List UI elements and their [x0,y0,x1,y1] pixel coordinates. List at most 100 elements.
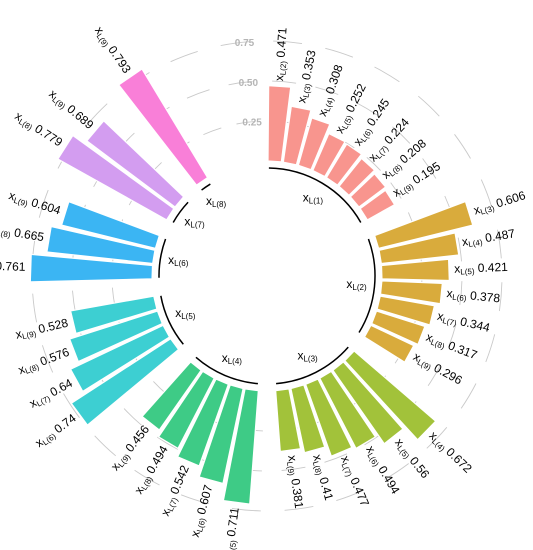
bar-label: xL(8) 0.665 [0,222,45,246]
grid-circle-1 [281,466,306,471]
grid-circle-2 [134,469,160,486]
grid-circle-0 [366,157,381,171]
grid-circle-1 [459,281,463,306]
bar-label: xL(4) 0.672 [426,429,475,477]
bar-L(1)-L(6) [325,143,363,186]
bar-label: xL(3) 0.353 [294,49,319,105]
grid-circle-1 [123,408,142,426]
bar-label: xL(7) 0.64 [27,376,76,412]
bar-label: xL(6) 0.74 [33,411,80,451]
group-arc-L(7) [172,201,189,223]
grid-circle-0 [203,127,222,136]
bar-label: xL(8) 0.41 [309,453,336,503]
bar-label: xL(3) 0.606 [472,188,528,218]
grid-circle-2 [336,489,364,502]
bar-L(4)-L(7) [176,378,230,467]
group-label-L(6): xL(6) [168,253,189,268]
group-arc-L(4) [195,356,258,385]
grid-circle-2 [384,463,409,480]
bar-L(5)-L(9) [69,295,158,335]
group-label-L(3): xL(3) [297,349,318,364]
grid-circle-2 [41,345,54,373]
group-arc-L(5) [160,295,184,345]
grid-circle-1 [457,237,462,262]
bar-label: xL(7) 0.542 [158,463,193,518]
bar-label: xL(6) 0.607 [188,483,217,539]
grid-circle-1 [315,86,339,95]
bar-L(2)-L(4) [378,232,460,265]
bar-L(1)-L(8) [349,172,387,208]
bar-L(5)-L(6) [70,337,180,426]
grid-circle-1 [422,158,437,179]
bar-label: xL(9) 0.528 [14,316,70,343]
group-label-L(5): xL(5) [175,306,196,321]
group-label-L(4): xL(4) [222,351,243,366]
grid-circle-2 [180,494,209,505]
grid-circle-1 [186,89,210,99]
grid-circle-2 [63,393,80,418]
grid-circle-2 [496,229,502,259]
grid-circle-2 [38,189,49,218]
bar-label: xL(8) 0.317 [424,330,480,363]
grid-circle-2 [32,293,38,323]
bar-label: xL(6) 0.378 [446,286,501,306]
grid-circle-2 [220,41,250,47]
grid-circle-0 [390,182,402,199]
grid-circle-2 [460,383,477,409]
bar-L(2)-L(9) [363,324,415,364]
bar-label: xL(5) 0.711 [221,506,243,550]
group-label-L(1): xL(1) [303,191,324,206]
grid-circle-1 [324,453,348,463]
bar-L(6)-L(7) [29,253,154,283]
bar-L(3)-L(4) [344,350,437,441]
bar-L(6)-L(8) [46,225,156,265]
bar-L(2)-L(3) [373,200,474,250]
y-tick-label: 0.50 [239,78,259,89]
grid-circle-1 [156,436,179,450]
bar-label: xL(7) 0.344 [436,309,492,336]
grid-circle-2 [418,95,440,117]
bar-L(3)-L(5) [332,361,404,445]
group-arc-L(6) [158,238,167,278]
bars-layer [29,68,474,505]
grid-circle-2 [273,40,303,45]
grid-circle-1 [272,80,297,84]
bar-label: xL(2) 0.471 [272,27,291,82]
bar-L(3)-L(9) [275,388,302,453]
bar-L(2)-L(6) [379,280,443,305]
grid-circle-2 [480,179,493,207]
bar-label: xL(5) 0.56 [391,436,432,482]
bar-L(1)-L(4) [297,117,331,171]
bar-L(3)-L(7) [304,378,353,457]
bar-L(2)-L(8) [370,310,426,346]
group-arc-L(8) [201,183,211,191]
grid-circle-1 [448,324,457,348]
bar-L(4)-L(8) [157,370,216,450]
group-label-L(8): xL(8) [206,194,227,209]
bar-L(4)-L(9) [141,361,202,431]
grid-circle-2 [170,50,198,63]
bar-label: xL(7) 0.761 [0,258,26,275]
bar-label: xL(9) 0.689 [46,87,97,133]
grid-circle-2 [498,282,503,312]
bar-label: xL(9) 0.793 [91,24,134,77]
grid-circle-2 [485,334,496,363]
bar-label: xL(8) 0.779 [12,109,65,151]
grid-circle-2 [325,47,354,58]
bar-L(1)-L(2) [267,85,292,163]
bar-L(3)-L(6) [318,370,377,450]
grid-circle-0 [236,120,256,125]
grid-circle-2 [426,427,448,449]
grid-circle-2 [284,505,314,511]
bar-L(2)-L(7) [376,295,436,326]
group-arc-L(2) [358,238,376,333]
grid-circle-2 [86,103,108,125]
grid-circle-1 [392,126,411,144]
grid-circle-1 [228,81,253,86]
bar-label: xL(7) 0.477 [337,454,372,509]
bar-L(1)-L(7) [338,157,376,197]
bar-L(1)-L(3) [282,105,312,166]
y-tick-label: 0.25 [242,118,262,129]
